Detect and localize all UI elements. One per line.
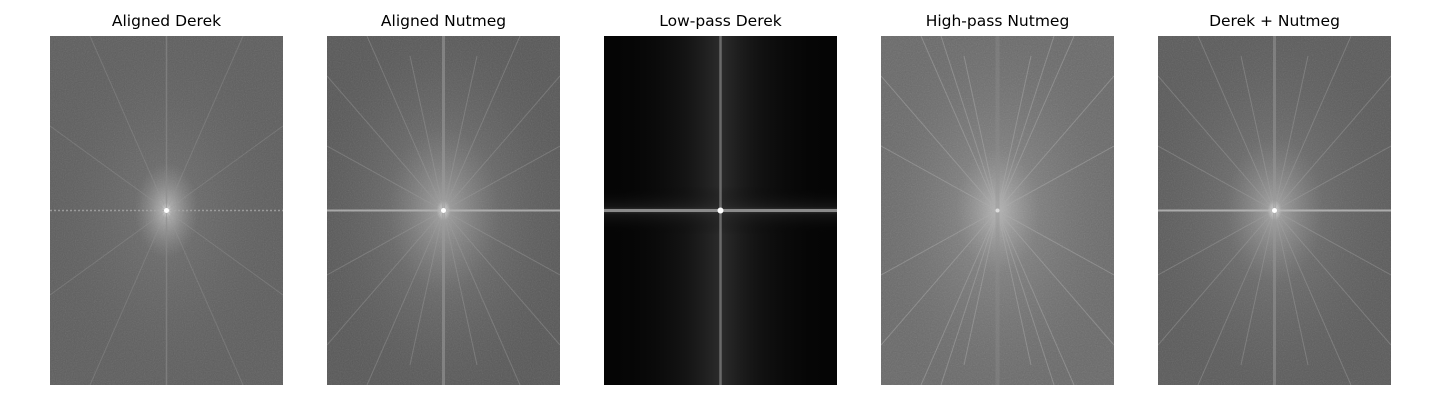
- panel-aligned-nutmeg: Aligned Nutmeg: [327, 0, 560, 400]
- panel-low-pass-derek: Low-pass Derek: [604, 0, 837, 400]
- panel-title: Aligned Derek: [50, 12, 283, 30]
- panel-title: Aligned Nutmeg: [327, 12, 560, 30]
- panel-title: Low-pass Derek: [604, 12, 837, 30]
- panel-derek-plus-nutmeg: Derek + Nutmeg: [1158, 0, 1391, 400]
- spectrum-image-aligned-nutmeg: [327, 36, 560, 385]
- spectrum-image-derek-plus-nutmeg: [1158, 36, 1391, 385]
- panel-high-pass-nutmeg: High-pass Nutmeg: [881, 0, 1114, 400]
- spectrum-image-high-pass-nutmeg: [881, 36, 1114, 385]
- panel-title: Derek + Nutmeg: [1158, 12, 1391, 30]
- spectrum-image-aligned-derek: [50, 36, 283, 385]
- panel-title: High-pass Nutmeg: [881, 12, 1114, 30]
- panel-aligned-derek: Aligned Derek: [50, 0, 283, 400]
- spectrum-image-low-pass-derek: [604, 36, 837, 385]
